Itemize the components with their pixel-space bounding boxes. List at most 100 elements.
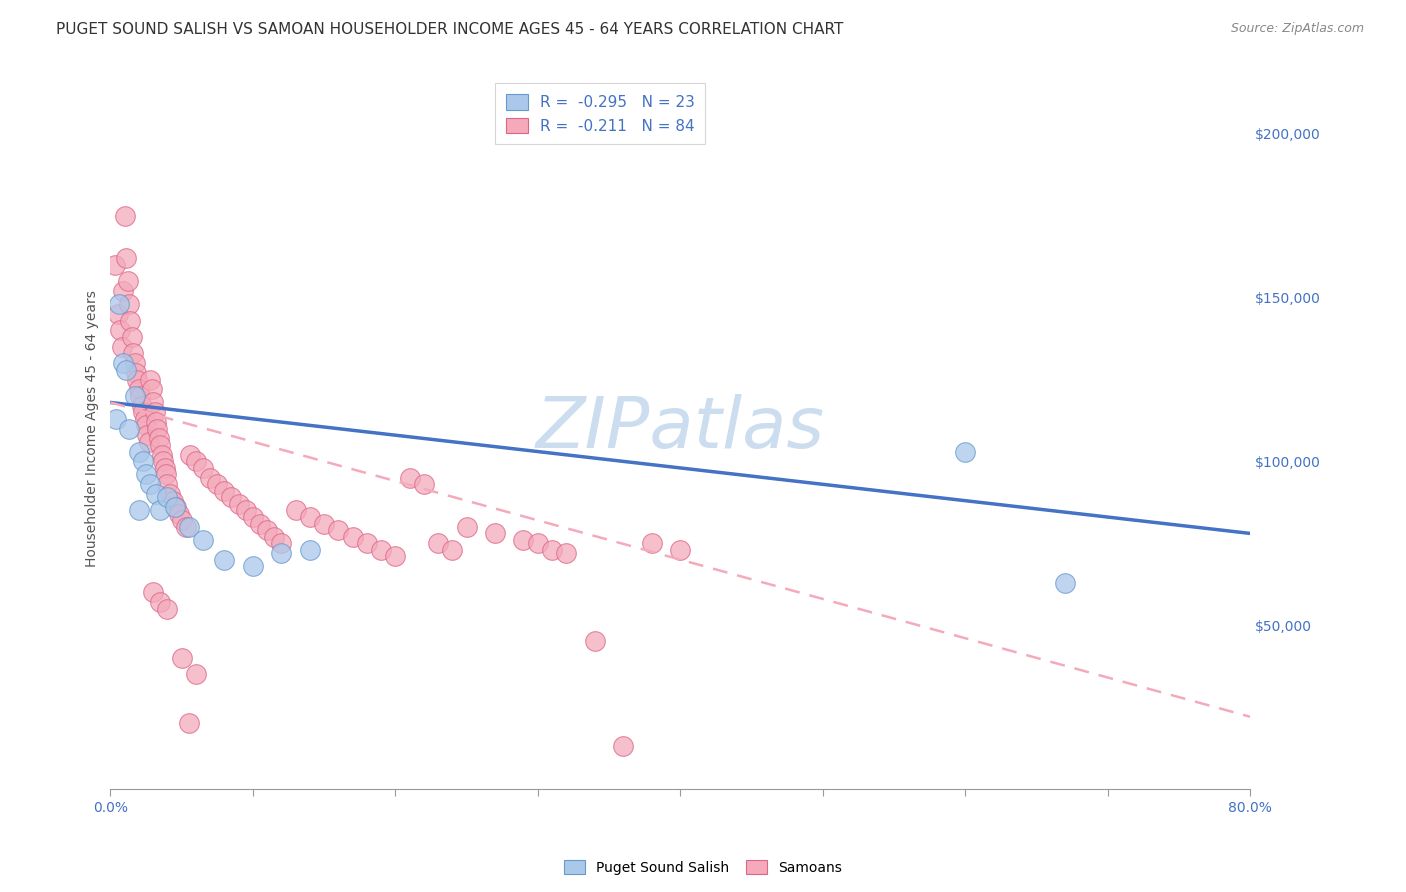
Point [149,595,172,609]
Point [198,471,221,485]
Point [148,432,170,446]
Point [110,323,132,337]
Point [167,507,190,521]
Point [284,503,307,517]
Point [128,444,150,458]
Point [170,650,193,665]
Point [125,366,148,380]
Point [328,523,350,537]
Point [121,330,143,344]
Point [1053,575,1076,590]
Point [145,415,167,429]
Point [512,533,534,547]
Point [612,739,634,754]
Point [118,297,141,311]
Point [191,461,214,475]
Point [159,487,181,501]
Point [177,520,200,534]
Point [122,346,145,360]
Point [139,372,162,386]
Point [242,510,264,524]
Point [111,340,134,354]
Point [170,513,193,527]
Point [342,530,364,544]
Point [156,477,179,491]
Point [263,530,285,544]
Point [150,448,173,462]
Point [141,382,163,396]
Point [235,503,257,517]
Point [132,405,155,419]
Point [441,542,464,557]
Point [312,516,335,531]
Point [120,313,142,327]
Point [146,422,169,436]
Point [136,428,159,442]
Point [105,412,128,426]
Point [129,389,152,403]
Y-axis label: Householder Income Ages 45 - 64 years: Householder Income Ages 45 - 64 years [86,290,100,567]
Point [456,520,478,534]
Point [583,634,606,648]
Point [112,356,135,370]
Point [124,389,146,403]
Point [145,487,167,501]
Point [174,520,197,534]
Point [128,503,150,517]
Point [165,500,187,515]
Point [112,284,135,298]
Point [270,536,292,550]
Legend: Puget Sound Salish, Samoans: Puget Sound Salish, Samoans [558,855,848,880]
Point [184,454,207,468]
Point [427,536,450,550]
Point [163,500,186,515]
Point [256,523,278,537]
Point [669,542,692,557]
Point [270,546,292,560]
Point [179,448,201,462]
Point [162,493,184,508]
Point [249,516,271,531]
Point [177,716,200,731]
Point [104,258,127,272]
Point [128,382,150,396]
Point [214,483,236,498]
Text: ZIPatlas: ZIPatlas [536,394,825,463]
Point [115,362,138,376]
Point [541,542,564,557]
Point [191,533,214,547]
Point [108,297,131,311]
Point [156,491,179,505]
Point [117,274,139,288]
Point [107,307,129,321]
Point [118,422,141,436]
Point [127,372,149,386]
Point [155,467,177,482]
Point [153,461,176,475]
Text: PUGET SOUND SALISH VS SAMOAN HOUSEHOLDER INCOME AGES 45 - 64 YEARS CORRELATION C: PUGET SOUND SALISH VS SAMOAN HOUSEHOLDER… [56,22,844,37]
Point [298,510,321,524]
Point [131,399,153,413]
Point [135,418,157,433]
Point [398,471,420,485]
Point [526,536,548,550]
Point [221,491,243,505]
Point [149,438,172,452]
Point [384,549,406,564]
Point [214,552,236,566]
Point [207,477,229,491]
Point [356,536,378,550]
Point [142,395,165,409]
Point [138,434,160,449]
Point [953,444,976,458]
Point [114,209,136,223]
Point [139,477,162,491]
Point [143,405,166,419]
Point [184,667,207,681]
Point [134,412,156,426]
Point [228,497,250,511]
Point [242,559,264,574]
Text: Source: ZipAtlas.com: Source: ZipAtlas.com [1230,22,1364,36]
Point [124,356,146,370]
Point [370,542,392,557]
